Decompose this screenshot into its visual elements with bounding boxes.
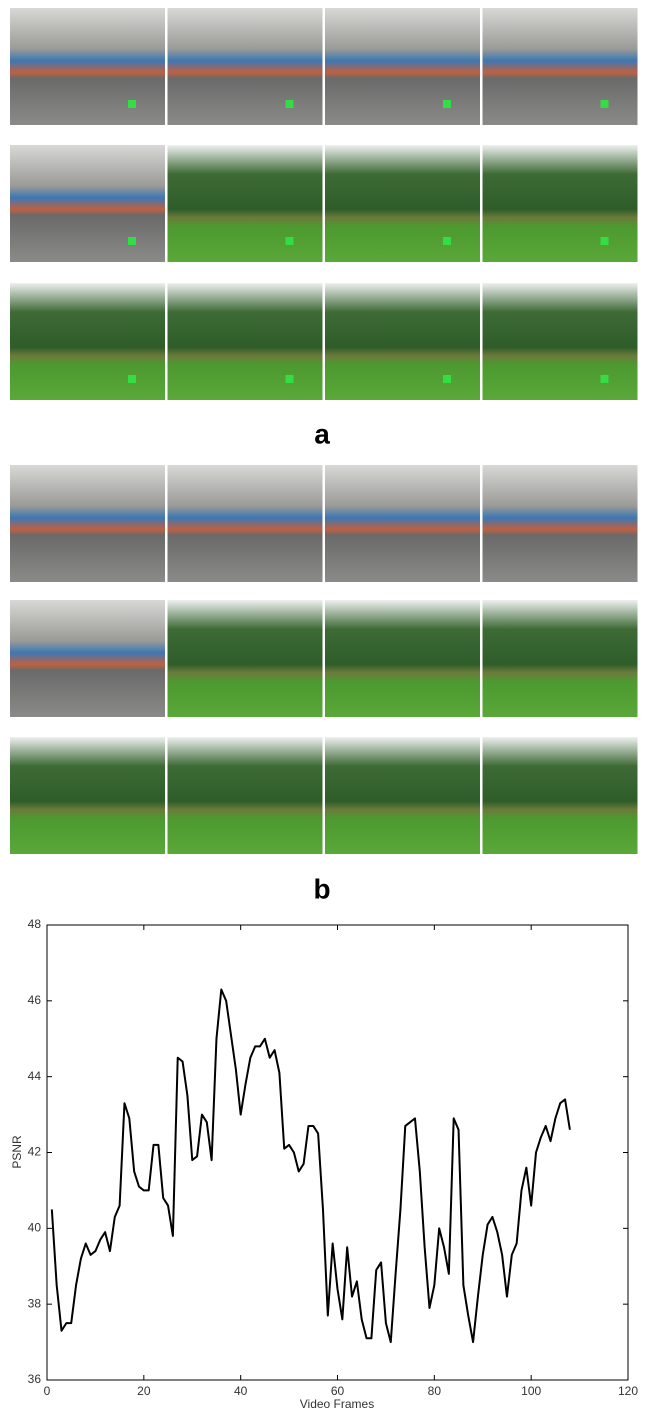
data-line: [52, 989, 570, 1342]
y-tick-label: 48: [28, 917, 42, 931]
tracking-marker: [443, 100, 451, 108]
video-frame: [168, 600, 323, 717]
subfigure-label: a: [314, 418, 330, 449]
tracking-marker: [286, 375, 294, 383]
x-tick-label: 100: [521, 1384, 541, 1398]
video-frame: [325, 8, 480, 125]
tracking-marker: [601, 375, 609, 383]
figure: a b Video Frames PSNR 0 20 40 60 80 100 120 36 3…: [0, 0, 645, 1413]
tracking-marker: [601, 100, 609, 108]
video-frame: [325, 737, 480, 854]
y-tick-label: 42: [28, 1145, 42, 1159]
tracking-marker: [286, 237, 294, 245]
tracking-marker: [128, 100, 136, 108]
x-tick-label: 0: [44, 1384, 51, 1398]
plot-frame: [47, 925, 628, 1380]
x-tick-label: 20: [137, 1384, 151, 1398]
video-frame: [483, 145, 638, 262]
x-tick-label: 120: [618, 1384, 638, 1398]
video-frame: [168, 145, 323, 262]
tracking-marker: [286, 100, 294, 108]
y-tick-label: 38: [28, 1296, 42, 1310]
x-tick-label: 60: [331, 1384, 345, 1398]
video-frame: [10, 737, 165, 854]
video-frame: [10, 465, 165, 582]
x-tick-label: 40: [234, 1384, 248, 1398]
video-frame: [325, 465, 480, 582]
video-frame: [10, 283, 165, 400]
tracking-marker: [443, 237, 451, 245]
tracking-marker: [443, 375, 451, 383]
video-frame: [325, 145, 480, 262]
video-frame: [483, 737, 638, 854]
x-axis-label: Video Frames: [300, 1397, 374, 1411]
tracking-marker: [128, 237, 136, 245]
video-frame: [325, 600, 480, 717]
video-frame: [483, 600, 638, 717]
subfigure-label: b: [313, 873, 330, 904]
video-frame: [10, 8, 165, 125]
y-tick-label: 40: [28, 1221, 42, 1235]
y-axis-label: PSNR: [10, 1135, 24, 1169]
video-frame: [483, 283, 638, 400]
y-tick-label: 46: [28, 993, 42, 1007]
video-frame: [10, 145, 165, 262]
video-frame: [168, 283, 323, 400]
tracking-marker: [128, 375, 136, 383]
tracking-marker: [601, 237, 609, 245]
y-tick-label: 44: [28, 1069, 42, 1083]
video-frame: [483, 465, 638, 582]
video-frame: [168, 465, 323, 582]
video-frame: [325, 283, 480, 400]
video-frame: [483, 8, 638, 125]
video-frame: [168, 8, 323, 125]
video-frame: [168, 737, 323, 854]
y-tick-label: 36: [28, 1372, 42, 1386]
x-tick-label: 80: [428, 1384, 442, 1398]
video-frame: [10, 600, 165, 717]
